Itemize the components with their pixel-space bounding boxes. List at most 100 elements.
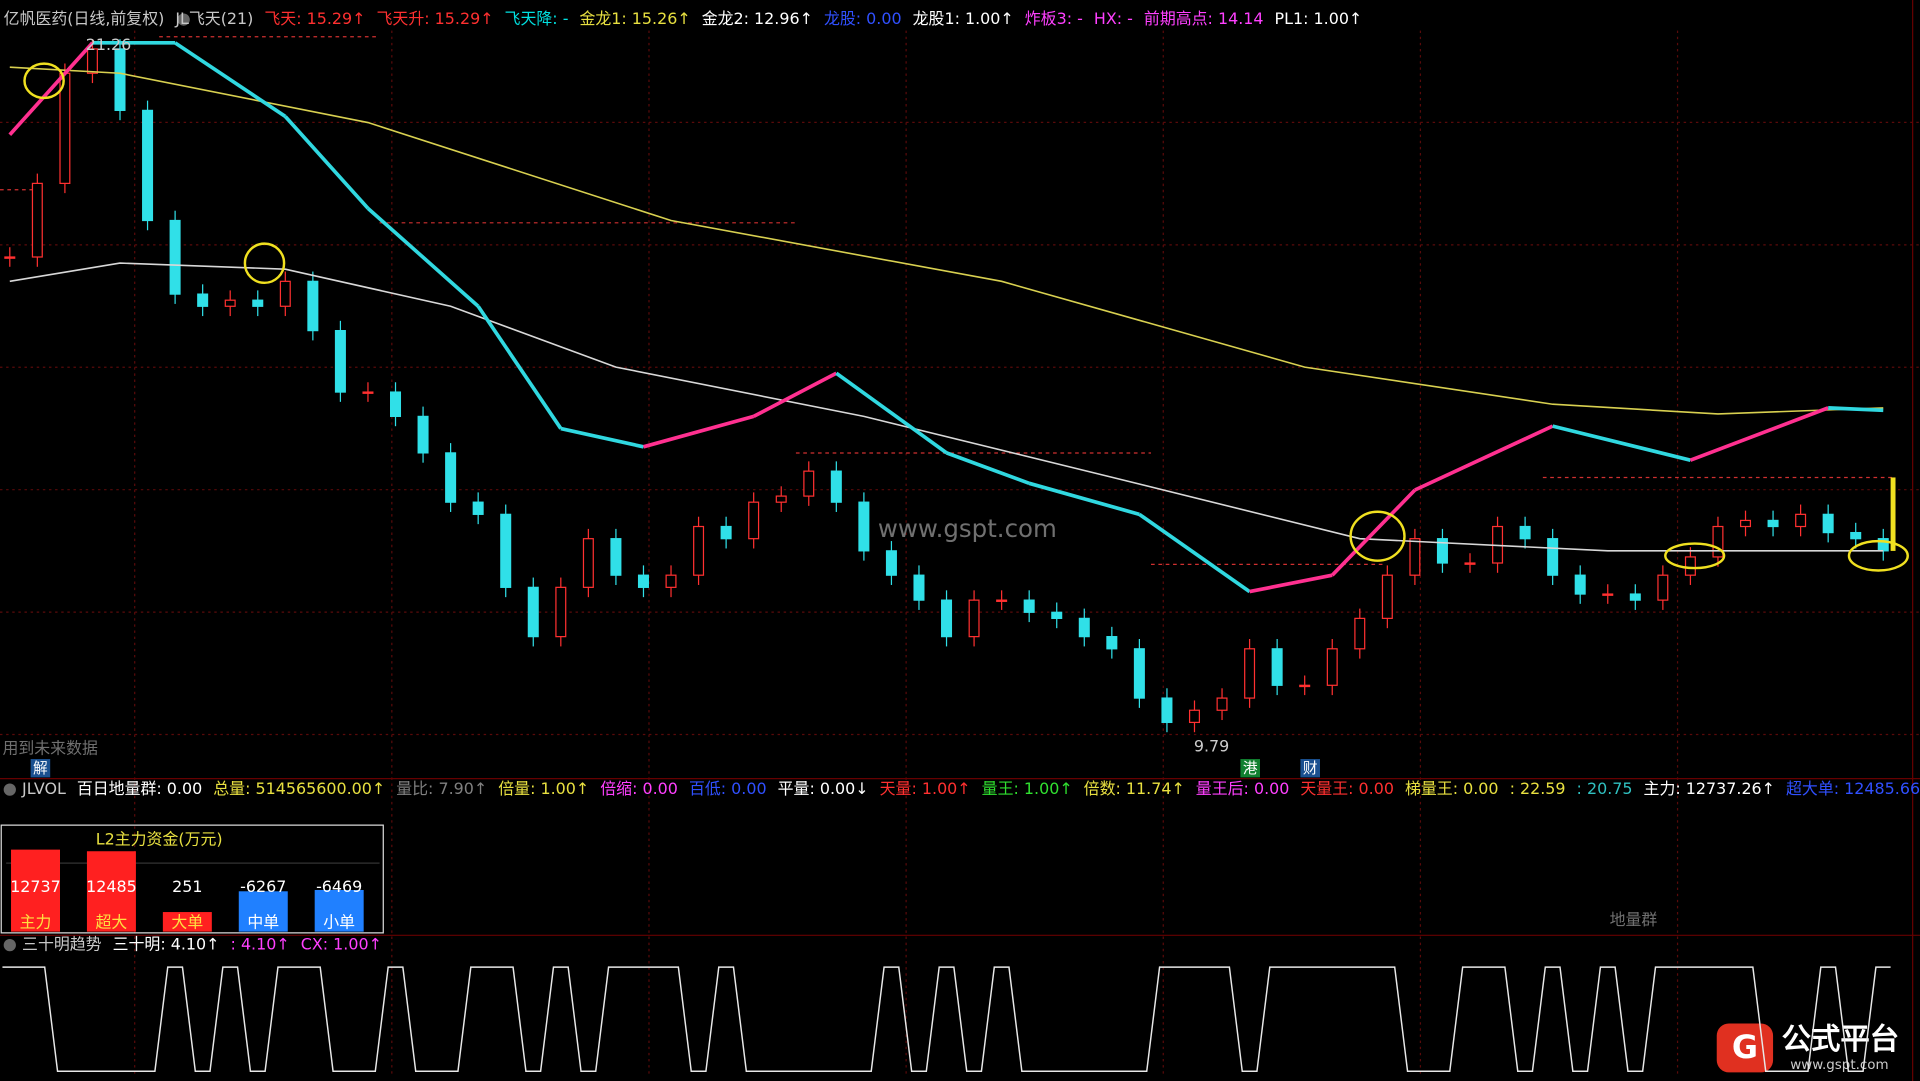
indicator-label: 亿帆医药(日线,前复权) xyxy=(4,9,165,28)
indicator-label: 超大单: 12485.66↑ xyxy=(1786,779,1920,798)
indicator-label: JL飞天(21) xyxy=(174,9,253,28)
indicator-label: HX: - xyxy=(1094,9,1133,28)
price-label: 21.26 xyxy=(86,35,132,54)
indicator-label: 量王: 1.00↑ xyxy=(982,779,1073,798)
l2-value: -6267 xyxy=(240,877,286,896)
candle xyxy=(1850,531,1862,540)
candle xyxy=(1574,574,1586,595)
l2-label: 大单 xyxy=(171,913,203,932)
candle xyxy=(1712,525,1724,558)
indicator-label: 飞天升: 15.29↑ xyxy=(377,9,494,28)
logo-mark: G xyxy=(1732,1028,1758,1066)
candle xyxy=(1271,648,1283,686)
indicator-label: 倍数: 11.74↑ xyxy=(1084,779,1185,798)
badge-text: 解 xyxy=(33,760,48,777)
indicator-label: 平量: 0.00↓ xyxy=(778,779,869,798)
jl-line xyxy=(8,41,94,136)
candle xyxy=(472,501,484,515)
jl-line xyxy=(945,451,1030,486)
candle xyxy=(748,501,760,540)
candle xyxy=(362,391,374,394)
badge xyxy=(30,759,51,778)
l2-bar xyxy=(314,889,364,932)
candle xyxy=(1078,617,1090,638)
l2-bar xyxy=(162,912,212,932)
l2-label: 中单 xyxy=(247,913,279,932)
candle xyxy=(279,280,291,307)
indicator-label: 百低: 0.00 xyxy=(689,779,767,798)
ma-line xyxy=(9,66,1884,415)
candle xyxy=(114,48,126,111)
candle xyxy=(1326,648,1338,686)
l2-bar xyxy=(86,851,136,932)
collapse-icon xyxy=(3,783,16,796)
candle xyxy=(775,495,787,503)
indicator-label: 飞天: 15.29↑ xyxy=(264,9,365,28)
trend-line xyxy=(2,966,1891,1072)
candle xyxy=(1464,562,1476,565)
indicator-label: : 4.10↑ xyxy=(231,935,290,954)
candle xyxy=(1795,513,1807,528)
note: 用到未来数据 xyxy=(2,739,98,758)
indicator-label: : 22.59 xyxy=(1510,779,1566,798)
jl-line xyxy=(283,115,370,210)
jl-line xyxy=(560,426,644,449)
candle xyxy=(1244,648,1256,699)
badge xyxy=(1300,759,1320,778)
candle xyxy=(527,586,539,638)
l2-bar xyxy=(238,891,288,932)
logo-icon xyxy=(1716,1023,1774,1073)
indicator-label: : 20.75 xyxy=(1577,779,1633,798)
candle xyxy=(913,574,925,601)
price-label: 9.79 xyxy=(1194,736,1229,755)
indicator-label: 金龙2: 12.96↑ xyxy=(702,9,813,28)
candle xyxy=(1822,513,1834,534)
ma-line xyxy=(9,262,1884,552)
candle xyxy=(720,525,732,540)
indicator-label: 倍量: 1.00↑ xyxy=(498,779,589,798)
jl-line xyxy=(476,305,563,430)
candle xyxy=(637,574,649,588)
indicator-label: 前期高点: 14.14 xyxy=(1144,9,1264,28)
candle xyxy=(1381,574,1393,619)
candle xyxy=(4,256,16,259)
indicator-label: 龙股1: 1.00↑ xyxy=(913,9,1014,28)
jl-line xyxy=(835,371,948,455)
candle xyxy=(555,586,567,638)
indicator-label: 天量: 1.00↑ xyxy=(880,779,971,798)
candle xyxy=(665,574,677,588)
candle xyxy=(334,330,346,393)
marker-circle xyxy=(1349,510,1406,562)
indicator-label: 倍缩: 0.00 xyxy=(600,779,678,798)
candle xyxy=(1133,648,1145,699)
candle xyxy=(1684,556,1696,576)
jl-line xyxy=(752,371,838,419)
l2-label: 超大 xyxy=(96,913,128,932)
indicator-label: 三十明趋势 xyxy=(22,935,102,954)
candle xyxy=(417,415,429,454)
candle xyxy=(169,219,181,295)
indicator-label: 炸板3: - xyxy=(1025,9,1083,28)
candle xyxy=(1409,538,1421,576)
grid xyxy=(0,30,1920,1078)
candle xyxy=(1767,519,1779,528)
candle xyxy=(996,599,1008,602)
candle xyxy=(445,452,457,503)
jl-line xyxy=(642,414,755,449)
watermark: www.gspt.com xyxy=(878,514,1057,543)
indicator-label: 量王后: 0.00 xyxy=(1196,779,1290,798)
marker-circle xyxy=(243,242,286,285)
l2-panel xyxy=(0,824,384,934)
indicator-label: JLVOL xyxy=(21,779,66,798)
indicator-label: 梯量王: 0.00 xyxy=(1405,779,1499,798)
jl-line xyxy=(174,41,287,118)
candle xyxy=(1519,525,1531,540)
indicator-label: 金龙1: 15.26↑ xyxy=(579,9,690,28)
marker-circle xyxy=(23,62,65,100)
l2-label: 小单 xyxy=(323,913,355,932)
candle xyxy=(1740,519,1752,528)
candle xyxy=(1299,684,1311,688)
candle xyxy=(1436,538,1448,564)
jl-line xyxy=(1249,573,1333,594)
